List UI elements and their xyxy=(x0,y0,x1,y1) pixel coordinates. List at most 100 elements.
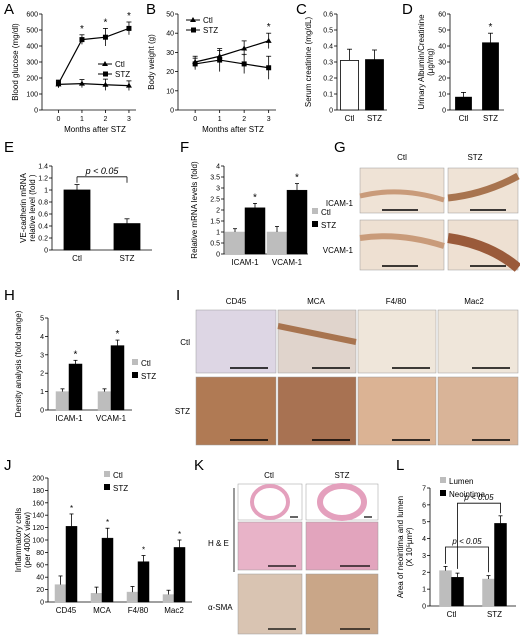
x-tick-label: VCAM-1 xyxy=(96,414,127,423)
x-tick-label: Mac2 xyxy=(164,606,184,615)
y-tick-label: 0 xyxy=(329,108,333,115)
panel-letter-c: C xyxy=(296,1,307,18)
panel-letter-e: E xyxy=(4,139,14,156)
legend-swatch xyxy=(104,484,110,490)
data-point-square xyxy=(266,65,272,71)
x-tick-label: 0 xyxy=(193,116,197,123)
x-tick-label: 1 xyxy=(218,116,222,123)
y-tick-label: 1 xyxy=(40,389,44,396)
bar-ctl xyxy=(54,584,67,603)
legend-marker xyxy=(103,71,108,77)
y-tick-label: 5 xyxy=(40,316,44,323)
y-tick-label: 2 xyxy=(216,208,220,215)
y-axis-label: Relative mRNA levels (fold) xyxy=(190,161,199,259)
p-value-annotation: p < 0.05 xyxy=(463,493,494,502)
chart-f: 0 0.5 1 1.5 2 2.5 3 3.5 4 ICAM-1 VCAM-1 Relative mR… xyxy=(190,161,336,267)
i-image-ctl-mac2 xyxy=(437,309,519,374)
y-tick-label: 0.3 xyxy=(323,60,333,67)
panel-letter-d: D xyxy=(402,1,413,18)
legend-label: Lumen xyxy=(449,477,473,486)
y-tick-label: 40 xyxy=(36,575,44,582)
legend-label: STZ xyxy=(203,26,218,35)
y-tick-label: 30 xyxy=(166,50,174,57)
panel-letter-k: K xyxy=(194,457,204,474)
panel-letter-g: G xyxy=(334,139,346,156)
x-tick-label: ICAM-1 xyxy=(55,414,83,423)
y-tick-label: 0 xyxy=(442,108,446,115)
bar-ctl xyxy=(162,594,175,603)
i-col-mca: MCA xyxy=(307,297,325,306)
bar xyxy=(455,96,472,111)
y-axis-label: Inflammatory cells xyxy=(14,508,23,572)
x-tick-label: 0 xyxy=(56,116,60,123)
y-tick-label: 4 xyxy=(216,164,220,171)
x-tick-label: 2 xyxy=(242,116,246,123)
data-point-square xyxy=(55,81,61,87)
y-axis-label: Serum creatinine (mg/dL) xyxy=(304,17,313,108)
bracket-line xyxy=(445,546,489,573)
k-image-stz-he-low xyxy=(305,483,379,521)
y-tick-label: 200 xyxy=(26,76,38,83)
legend-swatch xyxy=(312,221,318,227)
y-tick-label: 3 xyxy=(216,186,220,193)
y-axis-label: (µg/mg) xyxy=(426,48,435,76)
x-tick-label: 1 xyxy=(80,116,84,123)
micrograph-panel-k: Ctl STZ H & E α-SMA xyxy=(208,471,379,635)
y-tick-label: 40 xyxy=(166,31,174,38)
panel-letter-a: A xyxy=(4,1,14,18)
legend-swatch xyxy=(440,490,446,496)
data-point-square xyxy=(217,57,223,63)
k-image-ctl-he-high xyxy=(237,521,303,571)
y-tick-label: 2.5 xyxy=(210,197,220,204)
bar-stz xyxy=(65,526,78,603)
y-tick-label: 1 xyxy=(216,230,220,237)
legend-marker xyxy=(102,61,108,66)
y-axis-label: Body weight (g) xyxy=(147,34,156,90)
p-value-annotation: p < 0.05 xyxy=(451,537,482,546)
bar xyxy=(63,189,91,251)
x-tick-label: F4/80 xyxy=(128,606,149,615)
bar-stz xyxy=(137,561,150,603)
i-col-f480: F4/80 xyxy=(386,297,407,306)
legend-label: Ctl xyxy=(115,60,125,69)
data-point-triangle xyxy=(102,81,109,87)
x-tick-label: STZ xyxy=(487,610,502,619)
significance-marker: * xyxy=(74,349,78,360)
legend-label: Ctl xyxy=(113,471,123,480)
significance-marker: * xyxy=(295,173,299,184)
y-tick-label: 3 xyxy=(422,553,426,560)
y-tick-label: 120 xyxy=(32,525,44,532)
g-col-stz: STZ xyxy=(467,153,482,162)
bar-ctl xyxy=(266,231,288,255)
y-axis-label: Density analysis (fold change) xyxy=(14,310,23,417)
data-point-triangle xyxy=(265,37,272,43)
significance-marker: * xyxy=(70,504,73,513)
legend-label: STZ xyxy=(113,484,128,493)
x-tick-label: Ctl xyxy=(459,114,469,123)
x-tick-label: STZ xyxy=(119,254,134,263)
series-line xyxy=(195,59,269,69)
k-image-stz-he-high xyxy=(305,521,379,571)
k-image-stz-asma xyxy=(305,573,379,635)
chart-c: 0 0.1 0.2 0.3 0.4 0.5 0.6 Ctl STZ Serum creatinin… xyxy=(304,12,387,123)
legend-label: Neointima xyxy=(449,490,486,499)
y-tick-label: 3.5 xyxy=(210,175,220,182)
y-tick-label: 160 xyxy=(32,500,44,507)
x-axis-label: Months after STZ xyxy=(202,125,264,134)
y-tick-label: 200 xyxy=(32,476,44,483)
x-tick-label: Ctl xyxy=(72,254,82,263)
p-value-annotation: p < 0.05 xyxy=(85,166,120,176)
y-tick-label: 0 xyxy=(44,248,48,255)
y-tick-label: 50 xyxy=(438,28,446,35)
bar-stz xyxy=(173,547,186,603)
bar-lumen xyxy=(482,578,495,607)
significance-marker: * xyxy=(80,24,84,35)
significance-marker: * xyxy=(178,530,181,539)
series-line xyxy=(58,82,129,87)
data-point-square xyxy=(126,25,132,31)
y-tick-label: 10 xyxy=(438,92,446,99)
panel-letter-h: H xyxy=(4,287,15,304)
k-col-ctl: Ctl xyxy=(264,471,274,480)
